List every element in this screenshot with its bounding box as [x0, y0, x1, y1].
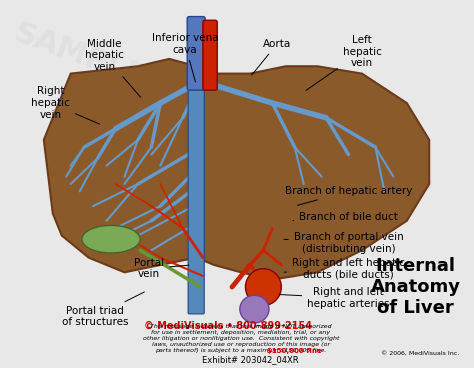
Text: Portal
vein: Portal vein — [134, 258, 189, 279]
Text: Internal
Anatomy
of Liver: Internal Anatomy of Liver — [371, 257, 461, 317]
Ellipse shape — [246, 269, 281, 305]
Text: Inferior vena
cava: Inferior vena cava — [152, 33, 219, 82]
Text: Exhibit# 203042_04XR: Exhibit# 203042_04XR — [201, 355, 298, 364]
Text: © MediVisuals • 800-899-2154: © MediVisuals • 800-899-2154 — [144, 321, 311, 331]
Text: Branch of hepatic artery: Branch of hepatic artery — [285, 186, 412, 205]
Polygon shape — [44, 59, 429, 280]
Text: Copy: Copy — [70, 142, 144, 189]
Text: Branch of portal vein
(distributing vein): Branch of portal vein (distributing vein… — [284, 232, 403, 254]
Text: This message indicates that this image is NOT authorized
for use in settlement, : This message indicates that this image i… — [143, 325, 339, 353]
Text: Right and left
hepatic arteries: Right and left hepatic arteries — [280, 287, 390, 309]
Text: Aorta: Aorta — [252, 39, 291, 75]
FancyBboxPatch shape — [203, 20, 217, 90]
Text: Portal triad
of structures: Portal triad of structures — [62, 292, 145, 327]
Text: Right and left hepatic
ducts (bile ducts): Right and left hepatic ducts (bile ducts… — [284, 258, 405, 279]
FancyBboxPatch shape — [187, 17, 205, 90]
Text: Branch of bile duct: Branch of bile duct — [293, 212, 398, 222]
Ellipse shape — [240, 295, 269, 323]
Text: MediVisuals: MediVisuals — [316, 137, 435, 195]
Ellipse shape — [82, 225, 140, 253]
Text: SAMPLE: SAMPLE — [186, 205, 314, 274]
Text: SAMPLE: SAMPLE — [9, 18, 150, 92]
Text: Middle
hepatic
vein: Middle hepatic vein — [85, 39, 141, 97]
Text: Copyright: Copyright — [211, 117, 334, 178]
Text: Right
hepatic
vein: Right hepatic vein — [31, 86, 100, 124]
Text: Left
hepatic
vein: Left hepatic vein — [306, 35, 382, 91]
FancyBboxPatch shape — [188, 87, 204, 314]
Text: © 2006, MediVisuals Inc.: © 2006, MediVisuals Inc. — [381, 351, 459, 356]
Text: $150,000 fine: $150,000 fine — [267, 348, 322, 354]
